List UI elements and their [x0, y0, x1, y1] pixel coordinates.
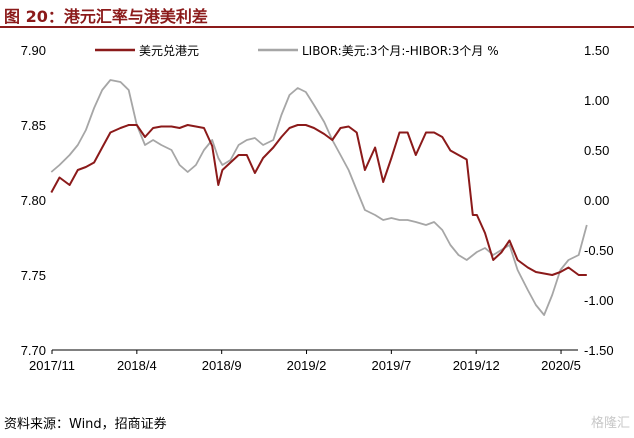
right-y-tick-label: 1.50	[584, 43, 609, 58]
left-y-tick-label: 7.70	[21, 343, 46, 358]
title-divider	[0, 26, 634, 28]
x-tick-label: 2018/4	[117, 358, 157, 373]
right-y-tick-label: 0.50	[584, 143, 609, 158]
x-tick-label: 2020/5	[541, 358, 581, 373]
left-y-tick-label: 7.90	[21, 43, 46, 58]
right-y-tick-label: -1.00	[584, 293, 614, 308]
figure-title: 图 20：港元汇率与港美利差	[4, 7, 208, 26]
series-line-usd-hkd	[50, 124, 587, 276]
chart-axes: 7.70 7.75 7.80 7.85 7.90 -1.50 -1.00 -0.50 0.00 0…	[21, 43, 614, 373]
watermark-logo: 格隆汇	[590, 416, 630, 431]
series-line-libor-hibor-spread	[50, 79, 588, 316]
x-tick-label: 2019/2	[287, 358, 327, 373]
right-y-tick-label: 1.00	[584, 93, 609, 108]
left-y-tick-label: 7.75	[21, 268, 46, 283]
source-note: 资料来源：Wind，招商证券	[4, 417, 167, 432]
legend-label: LIBOR:美元:3个月:-HIBOR:3个月 %	[302, 44, 499, 58]
x-tick-label: 2019/12	[453, 358, 500, 373]
left-y-tick-label: 7.80	[21, 193, 46, 208]
figure-title-bar: 图 20：港元汇率与港美利差	[0, 0, 634, 28]
right-y-tick-label: -1.50	[584, 343, 614, 358]
x-tick-label: 2019/7	[371, 358, 411, 373]
chart-area: 7.70 7.75 7.80 7.85 7.90 -1.50 -1.00 -0.50 0.00 0…	[21, 43, 614, 373]
legend-label: 美元兑港元	[139, 44, 199, 58]
right-y-tick-label: -0.50	[584, 243, 614, 258]
left-y-tick-label: 7.85	[21, 118, 46, 133]
x-tick-label: 2017/11	[29, 358, 75, 373]
x-tick-label: 2018/9	[202, 358, 242, 373]
chart-series	[50, 79, 588, 316]
chart-legend: 美元兑港元 LIBOR:美元:3个月:-HIBOR:3个月 %	[95, 44, 499, 58]
right-y-tick-label: 0.00	[584, 193, 609, 208]
